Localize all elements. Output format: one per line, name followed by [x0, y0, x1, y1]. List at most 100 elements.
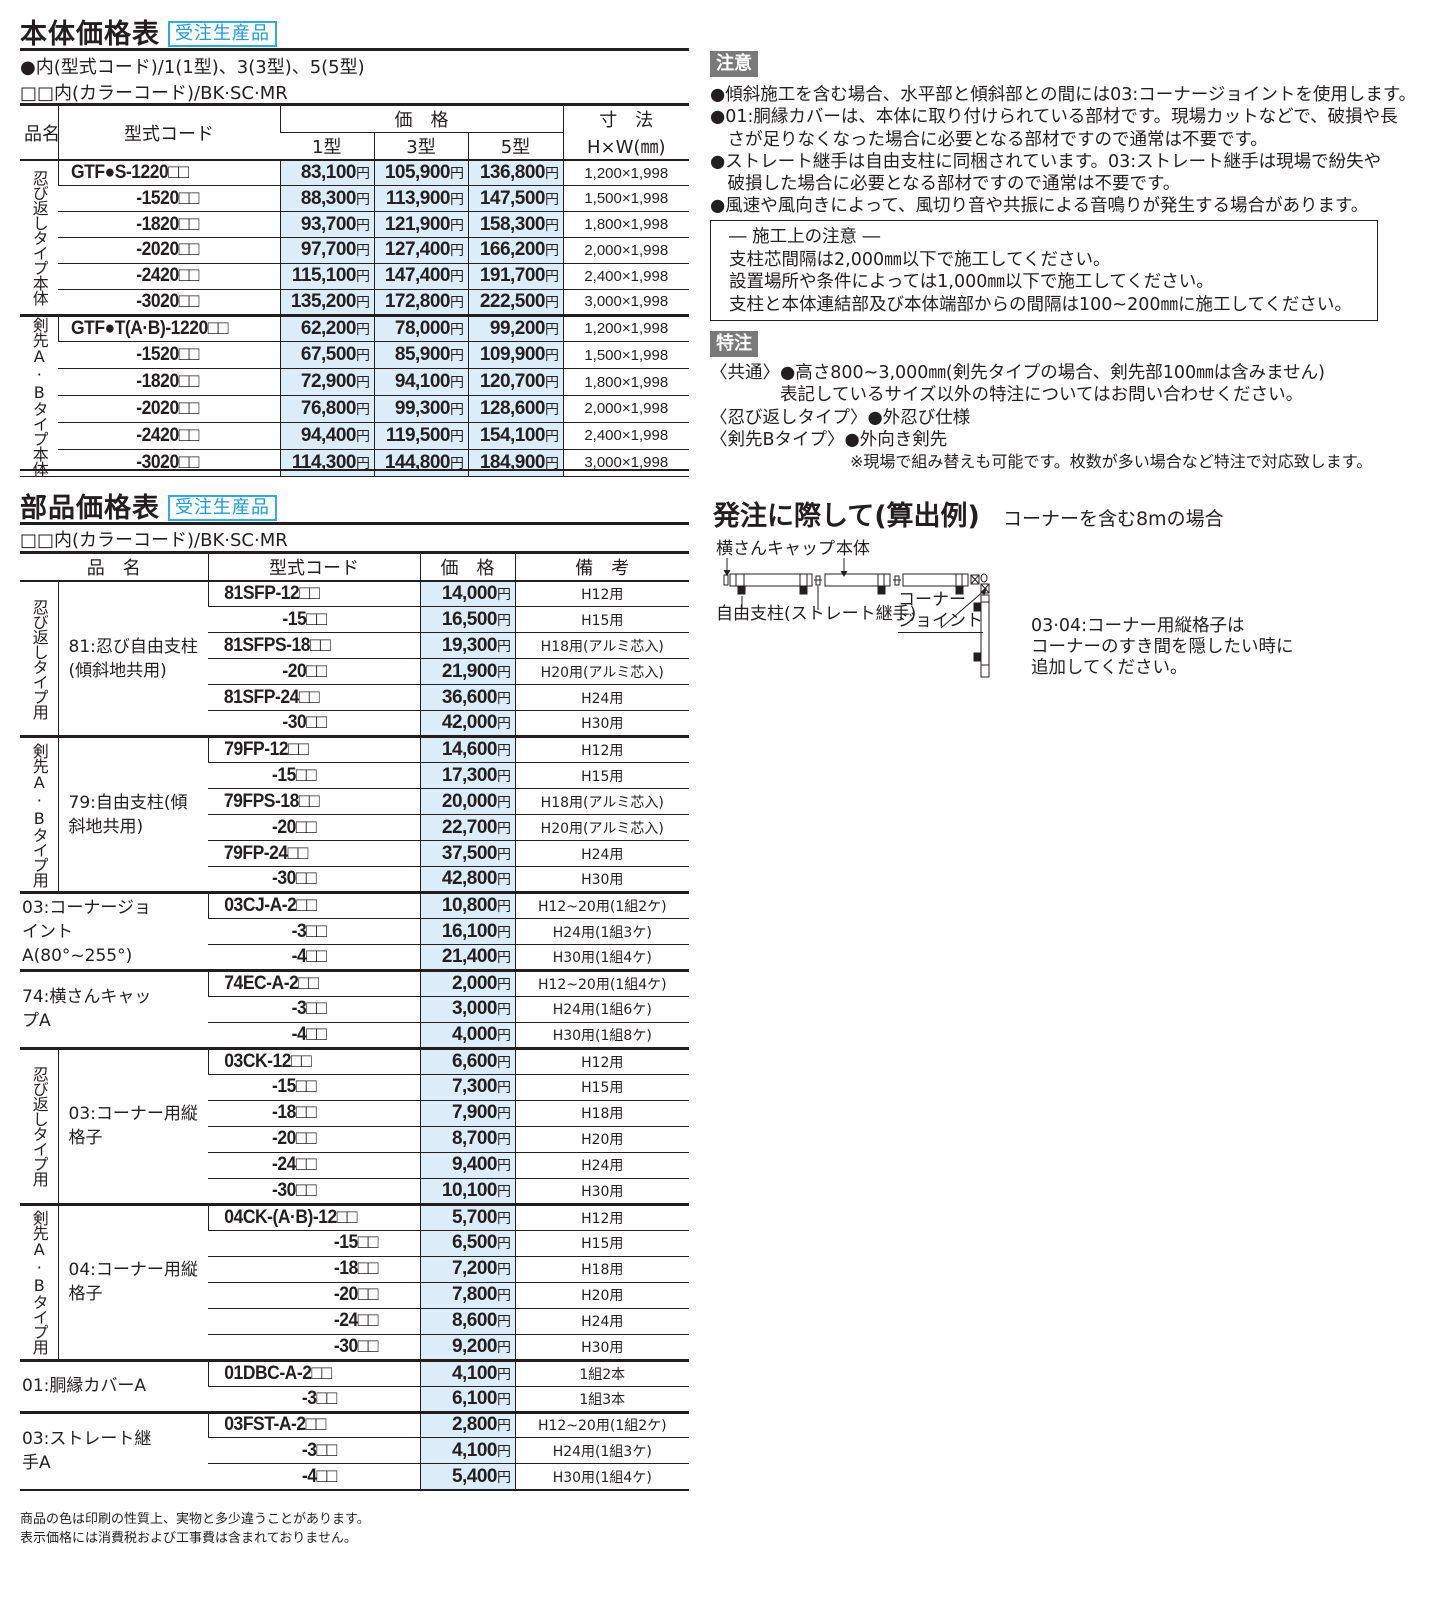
remark: H18用(アルミ芯入) [514, 788, 689, 816]
currency-unit: 円 [497, 923, 511, 940]
price-p3: 147,400円 [373, 263, 468, 290]
price: 4,000円 [419, 1022, 515, 1049]
price-value: 2,800 [451, 1414, 498, 1436]
price: 8,600円 [419, 1308, 515, 1335]
remark: H20用(アルミ芯入) [514, 658, 689, 686]
model-code: -4□□ [216, 944, 412, 972]
model-code: -1520□□ [66, 185, 272, 213]
model-code: 04CK-(A·B)-12□□ [216, 1202, 412, 1231]
remark: 1組2本 [514, 1358, 689, 1387]
fence-panel [723, 573, 813, 595]
part-name: 74:横さんキャップA [20, 969, 208, 1049]
currency-unit: 円 [497, 949, 511, 966]
price-value: 21,900 [441, 660, 498, 682]
price-p1: 97,700円 [279, 237, 374, 264]
color-code-legend: □□内(カラーコード)/BK·SC·MR [20, 530, 288, 551]
price-p3: 144,800円 [373, 449, 468, 477]
label-corner-joint: コーナー ジョイント [898, 590, 983, 633]
table-row: -20□□ 22,700円 H20用(アルミ芯入) [20, 814, 689, 842]
type-code-legend: ●内(型式コード)/1(1型)、3(3型)、5(5型) [20, 57, 365, 78]
price-p1: 62,200円 [279, 313, 374, 343]
straight-joint [814, 575, 822, 586]
currency-unit: 円 [497, 742, 511, 759]
currency-unit: 円 [497, 1235, 511, 1252]
model-code: 81SFP-12□□ [216, 581, 412, 608]
model-code: -4□□ [216, 1463, 412, 1491]
special-item: 〈剣先Bタイプ〉●外向き剣先 [710, 429, 948, 450]
currency-unit: 円 [450, 347, 464, 364]
price-value: 19,300 [441, 634, 498, 656]
model-code: -4□□ [216, 1022, 412, 1049]
dimension: 2,400×1,998 [562, 422, 689, 450]
currency-unit: 円 [497, 976, 511, 993]
price-p5: 154,100円 [467, 422, 563, 450]
price-value: 14,600 [441, 739, 498, 761]
currency-unit: 円 [356, 400, 370, 417]
table-row: 74:横さんキャップA 74EC-A-2□□ 2,000円 H12~20用(1組4ケ) [20, 969, 689, 1049]
currency-unit: 円 [545, 216, 559, 233]
price-value: 42,800 [441, 868, 498, 890]
special-item: ※現場で組み替えも可能です。枚数が多い場合など特注で対応致します。 [850, 452, 1373, 472]
made-to-order-tag: 受注生産品 [168, 495, 277, 521]
price-value: 135,200 [290, 290, 357, 312]
caution-item: ●傾斜施工を含む場合、水平部と傾斜部との間には03:コーナージョイントを使用しま… [710, 85, 1417, 105]
currency-unit: 円 [356, 242, 370, 259]
currency-unit: 円 [497, 1131, 511, 1148]
table-row: -15□□ 16,500円 H15用 [20, 606, 689, 634]
price-p1: 135,200円 [279, 289, 374, 316]
price-value: 172,800 [384, 290, 451, 312]
price: 10,800円 [419, 891, 515, 920]
cap-arrow [723, 558, 731, 576]
price-value: 22,700 [441, 816, 498, 838]
price-p5: 222,500円 [467, 289, 563, 316]
remark: H30用(1組8ケ) [514, 1022, 689, 1049]
price: 6,500円 [419, 1230, 515, 1257]
price-value: 16,100 [441, 920, 498, 942]
currency-unit: 円 [497, 1026, 511, 1043]
table-row: -2020□□ 76,800円 99,300円 128,600円 2,000×1,998 [20, 395, 689, 423]
label-corner-joint-line1: コーナー [898, 590, 966, 610]
main-price-table: 品名 型式コード 価 格 寸 法 1型 3型 5型 H×W(㎜) 忍び返しタイプ… [20, 103, 689, 477]
price-value: 154,100 [479, 424, 546, 446]
currency-unit: 円 [356, 320, 370, 337]
table-row: -30□□ 9,200円 H30用 [20, 1334, 689, 1361]
price-value: 72,900 [300, 371, 357, 393]
price-value: 10,800 [441, 895, 498, 917]
price-p5: 120,700円 [467, 368, 563, 397]
table-row: -30□□ 42,000円 H30用 [20, 710, 689, 738]
price-p3: 99,300円 [373, 395, 468, 423]
caution-item: ●風速や風向きによって、風切り音や共振による音鳴りが発生する場合があります。 [710, 196, 1369, 217]
currency-unit: 円 [545, 347, 559, 364]
currency-unit: 円 [497, 1001, 511, 1018]
price-p1: 67,500円 [279, 341, 374, 370]
price-value: 21,400 [441, 946, 498, 968]
model-code: -3□□ [216, 918, 412, 946]
price-p1: 76,800円 [279, 395, 374, 423]
price-p5: 136,800円 [467, 160, 563, 187]
price: 36,600円 [419, 684, 515, 712]
currency-unit: 円 [497, 1338, 511, 1355]
construction-note: 支柱芯間隔は2,000㎜以下で施工してください。 [729, 249, 1111, 270]
divider [20, 522, 689, 525]
price-value: 4,100 [451, 1362, 498, 1384]
header-type3: 3型 [373, 132, 468, 161]
model-code: GTF●T(A·B)-1220□□ [66, 313, 272, 343]
model-code: -3□□ [216, 1437, 412, 1465]
dimension: 3,000×1,998 [562, 289, 689, 316]
parts-price-table: 品 名 型式コード 価 格 備 考 忍び返しタイプ用 81:忍び自由支柱(傾斜地共… [20, 551, 689, 1491]
table-row: -20□□ 21,900円 H20用(アルミ芯入) [20, 658, 689, 686]
currency-unit: 円 [497, 637, 511, 654]
model-code: -20□□ [216, 1282, 412, 1309]
currency-unit: 円 [545, 400, 559, 417]
price: 5,400円 [419, 1463, 515, 1491]
currency-unit: 円 [497, 1468, 511, 1485]
price-value: 5,400 [451, 1465, 498, 1487]
price-p3: 121,900円 [373, 211, 468, 239]
price-value: 127,400 [384, 239, 451, 261]
price: 7,900円 [419, 1100, 515, 1127]
special-order-badge: 特注 [710, 331, 758, 357]
part-name: 03:コーナー用縦格子 [57, 1046, 208, 1205]
order-example-header: 発注に際して(算出例) コーナーを含む8mの場合 [713, 494, 1224, 533]
header-code: 型式コード [207, 551, 420, 582]
model-code: -30□□ [216, 710, 412, 738]
